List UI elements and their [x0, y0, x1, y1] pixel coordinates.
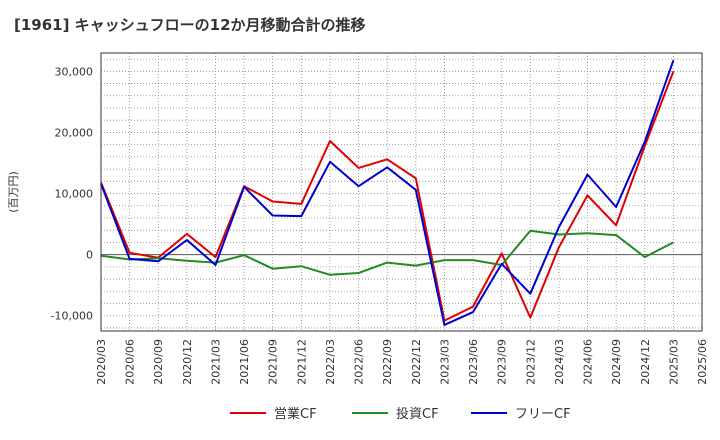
chart-title: [1961] キャッシュフローの12か月移動合計の推移	[14, 16, 366, 34]
x-tick-label: 2020/09	[152, 339, 165, 385]
series-layer	[100, 59, 675, 326]
y-tick-label: 20,000	[55, 126, 94, 139]
x-tick-label: 2025/03	[667, 339, 680, 385]
plot-frame	[100, 52, 703, 332]
axis-layer: -10,000 0 10,000 20,000 30,000 (百万円) 2020/03 20…	[7, 52, 709, 385]
grid-layer	[100, 53, 703, 331]
x-tick-label: 2023/12	[524, 339, 537, 385]
x-tick-label: 2021/03	[209, 339, 222, 385]
x-tick-label: 2022/09	[381, 339, 394, 385]
x-tick-label: 2020/03	[95, 339, 108, 385]
x-tick-label: 2024/03	[553, 339, 566, 385]
legend-label-2: 投資CF	[396, 406, 439, 422]
y-tick-label: -10,000	[51, 310, 93, 323]
x-tick-label: 2022/12	[410, 339, 423, 385]
y-tick-label: 30,000	[55, 65, 94, 78]
x-tick-label: 2020/06	[124, 339, 137, 385]
x-tick-label: 2024/09	[610, 339, 623, 385]
x-tick-label: 2024/12	[639, 339, 652, 385]
x-tick-label: 2021/09	[267, 339, 280, 385]
plot-area	[101, 53, 702, 331]
series-line-2	[100, 229, 674, 276]
x-tick-label: 2023/06	[467, 339, 480, 385]
series-line-1	[100, 70, 675, 322]
x-tick-label: 2021/06	[238, 339, 251, 385]
x-tick-label: 2022/06	[353, 339, 366, 385]
x-tick-label: 2021/12	[295, 339, 308, 385]
x-tick-label: 2020/12	[181, 339, 194, 385]
y-tick-label: 0	[86, 249, 93, 262]
series-line-3	[100, 59, 675, 326]
x-tick-label: 2024/06	[582, 339, 595, 385]
legend: 営業CF 投資CF フリーCF	[230, 406, 571, 422]
x-tick-label: 2023/09	[496, 339, 509, 385]
y-tick-label: 10,000	[55, 188, 94, 201]
x-tick-label: 2025/06	[696, 339, 709, 385]
x-tick-label: 2022/03	[324, 339, 337, 385]
legend-label-3: フリーCF	[515, 407, 571, 422]
y-axis-label: (百万円)	[7, 171, 20, 213]
x-tick-label: 2023/03	[438, 339, 451, 385]
legend-label-1: 営業CF	[274, 406, 317, 422]
